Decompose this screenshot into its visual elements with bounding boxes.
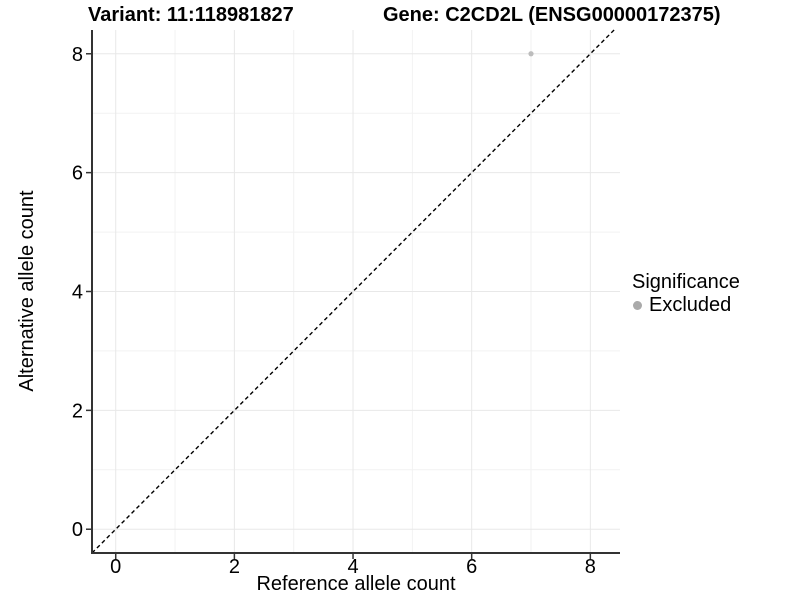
data-point	[528, 51, 534, 57]
x-axis-title: Reference allele count	[256, 573, 456, 595]
variant-title: Variant: 11:118981827	[88, 4, 294, 26]
gene-title: Gene: C2CD2L (ENSG00000172375)	[383, 4, 721, 26]
axis-lines	[91, 30, 620, 554]
x-tick-label: 4	[347, 556, 358, 578]
y-tick-label: 6	[72, 163, 83, 185]
legend-title: Significance	[632, 271, 740, 293]
y-axis-title: Alternative allele count	[16, 190, 38, 392]
excluded-point-icon	[633, 300, 642, 310]
y-tick-label: 8	[72, 44, 83, 66]
legend-item-excluded: Excluded	[632, 294, 740, 316]
legend: Significance Excluded	[632, 271, 740, 316]
legend-item-label: Excluded	[649, 294, 732, 316]
y-tick-label: 4	[72, 282, 83, 304]
x-tick-label: 8	[585, 556, 596, 578]
y-tick-label: 0	[72, 519, 83, 541]
x-tick-label: 2	[229, 556, 240, 578]
x-tick-label: 0	[110, 556, 121, 578]
y-tick-label: 2	[72, 400, 83, 422]
x-tick-label: 6	[466, 556, 477, 578]
